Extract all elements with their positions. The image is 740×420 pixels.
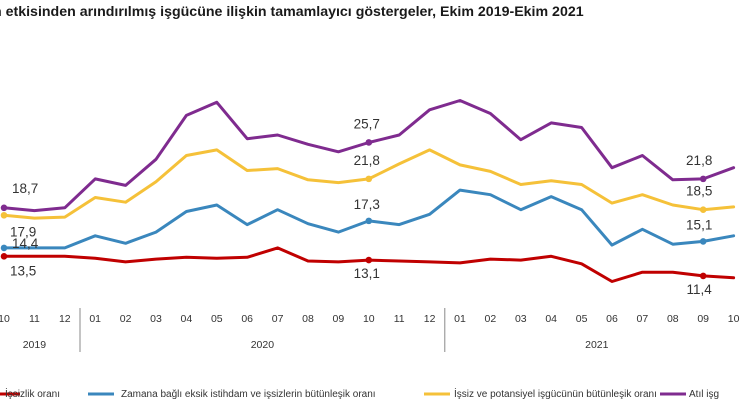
legend-item: İşsiz ve potansiyel işgücünün bütünleşik… <box>454 387 657 400</box>
data-markers <box>0 139 707 280</box>
tick-label: 10 <box>728 313 740 325</box>
year-label: 2020 <box>251 339 275 351</box>
tick-label: 02 <box>120 313 132 325</box>
tick-label: 12 <box>59 313 71 325</box>
data-label: 17,9 <box>10 224 36 239</box>
data-label: 21,8 <box>686 153 712 168</box>
tick-label: 08 <box>302 313 314 325</box>
data-marker <box>0 211 8 219</box>
tick-label: 04 <box>545 313 557 325</box>
legend-item: Zamana bağlı eksik istihdam ve işsizleri… <box>121 389 376 400</box>
tick-label: 07 <box>272 313 284 325</box>
data-label: 18,5 <box>686 184 712 199</box>
tick-label: 09 <box>333 313 345 325</box>
tick-label: 06 <box>241 313 253 325</box>
data-label: 13,1 <box>354 266 380 281</box>
data-label: 21,8 <box>354 153 380 168</box>
data-marker <box>365 256 373 264</box>
tick-label: 07 <box>637 313 649 325</box>
data-label: 17,3 <box>354 197 380 212</box>
tick-label: 03 <box>150 313 162 325</box>
legend-item: Atıl işg <box>689 389 719 400</box>
tick-label: 10 <box>363 313 375 325</box>
data-labels: 13,5 13,1 11,4 14,4 17,3 15,1 17,9 21,8 18,5 18,7… <box>10 116 712 296</box>
legend: İşsizlik oranı Zamana bağlı eksik istihda… <box>0 387 719 400</box>
tick-label: 11 <box>394 313 405 325</box>
data-marker <box>365 217 373 225</box>
data-marker <box>365 175 373 183</box>
tick-label: 08 <box>667 313 679 325</box>
tick-label: 11 <box>29 313 40 325</box>
data-marker <box>699 175 707 183</box>
data-label: 25,7 <box>354 116 380 131</box>
tick-label: 03 <box>515 313 527 325</box>
tick-label: 02 <box>485 313 497 325</box>
data-label: 11,4 <box>687 282 713 297</box>
data-marker <box>0 253 8 260</box>
data-label: 14,4 <box>12 236 39 251</box>
tick-label: 06 <box>606 313 618 325</box>
data-label: 13,5 <box>10 263 36 278</box>
tick-label: 05 <box>211 313 223 325</box>
tick-label: 09 <box>697 313 709 325</box>
data-label: 18,7 <box>12 181 38 196</box>
legend-item: İşsizlik oranı <box>5 387 60 400</box>
year-label: 2019 <box>23 339 47 351</box>
tick-label: 10 <box>0 313 10 325</box>
data-marker <box>699 238 707 245</box>
tick-label: 05 <box>576 313 588 325</box>
data-marker <box>699 272 707 280</box>
chart-title: n etkisinden arındırılmış işgücüne ilişk… <box>0 4 584 20</box>
data-label: 15,1 <box>686 217 712 232</box>
tick-label: 01 <box>454 313 466 325</box>
year-label: 2021 <box>585 339 609 351</box>
data-marker <box>365 139 373 146</box>
data-marker <box>0 244 8 252</box>
tick-label: 04 <box>181 313 193 325</box>
x-axis: 10 11 12 01 02 03 04 05 06 07 08 09 10 11 12 01 02 03 04 05… <box>0 308 740 352</box>
data-marker <box>0 204 8 212</box>
tick-label: 01 <box>89 313 101 325</box>
tick-label: 12 <box>424 313 436 325</box>
data-marker <box>699 206 707 213</box>
